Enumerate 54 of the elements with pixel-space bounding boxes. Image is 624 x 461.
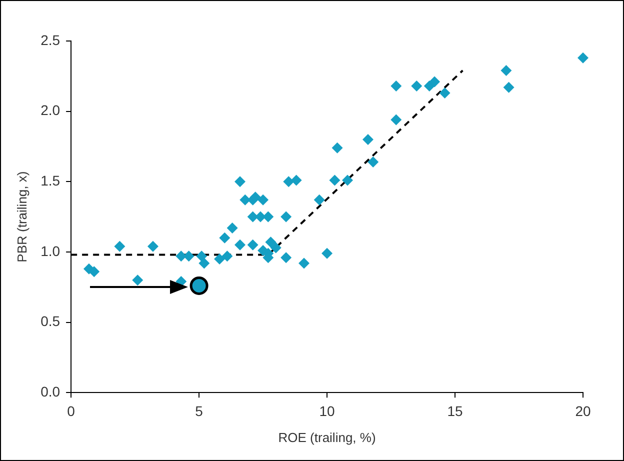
point bbox=[342, 174, 354, 186]
point bbox=[390, 80, 402, 92]
y-tick-label: 0.5 bbox=[40, 313, 60, 330]
x-tick-label: 20 bbox=[575, 402, 591, 419]
point bbox=[411, 80, 422, 92]
point bbox=[439, 88, 450, 99]
y-tick-label: 0.0 bbox=[40, 383, 60, 400]
point bbox=[280, 252, 292, 264]
y-tick-label: 2.5 bbox=[40, 32, 60, 48]
point bbox=[190, 276, 208, 295]
point bbox=[198, 258, 210, 269]
y-tick-label: 1.0 bbox=[40, 242, 60, 259]
point bbox=[214, 253, 226, 264]
y-tick-label: 1.5 bbox=[40, 172, 60, 188]
point bbox=[500, 65, 512, 76]
point bbox=[322, 248, 333, 259]
point bbox=[234, 176, 246, 188]
point bbox=[147, 240, 158, 252]
point bbox=[247, 239, 258, 250]
point bbox=[183, 250, 194, 262]
point bbox=[290, 174, 302, 186]
point bbox=[270, 242, 282, 254]
point bbox=[88, 266, 100, 278]
y-axis-title: PBR (trailing, x) bbox=[14, 171, 30, 262]
point bbox=[247, 211, 258, 222]
point bbox=[283, 176, 294, 188]
y-tick-label: 2.0 bbox=[40, 102, 60, 118]
point bbox=[196, 250, 208, 262]
x-tick-label: 10 bbox=[319, 402, 336, 419]
point bbox=[219, 232, 230, 244]
point bbox=[226, 222, 238, 234]
point bbox=[429, 76, 440, 88]
point bbox=[368, 156, 379, 168]
point bbox=[390, 114, 402, 126]
point bbox=[258, 194, 269, 206]
x-axis-title: ROE (trailing, %) bbox=[278, 430, 376, 445]
point bbox=[250, 192, 261, 203]
point bbox=[503, 82, 514, 93]
point bbox=[329, 174, 340, 186]
point bbox=[234, 239, 246, 250]
point bbox=[298, 258, 310, 269]
point bbox=[132, 274, 144, 286]
point bbox=[332, 142, 343, 154]
point bbox=[262, 211, 274, 222]
point bbox=[265, 236, 276, 248]
x-tick-label: 0 bbox=[67, 402, 76, 419]
point bbox=[578, 52, 588, 64]
point bbox=[114, 240, 126, 252]
x-tick-label: 15 bbox=[447, 402, 464, 419]
point bbox=[314, 194, 325, 206]
point bbox=[280, 211, 292, 222]
point bbox=[362, 134, 374, 145]
point bbox=[222, 250, 233, 262]
x-tick-label: 5 bbox=[195, 402, 204, 419]
